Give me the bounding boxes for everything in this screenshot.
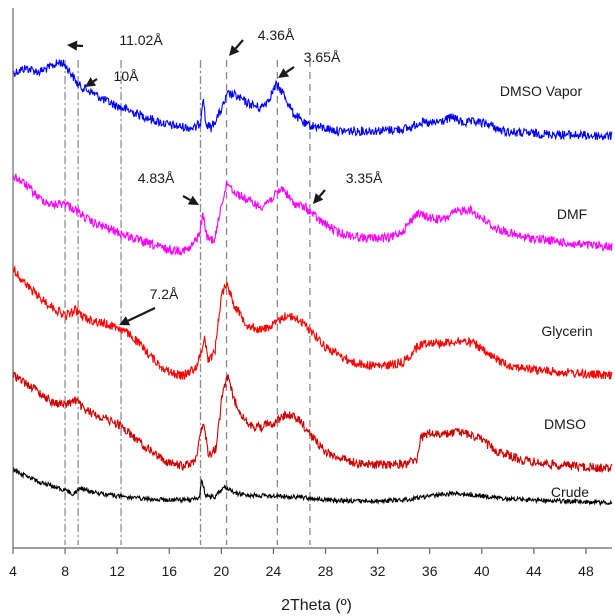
annotation-arrow-head (313, 193, 324, 204)
series-group (12, 58, 613, 507)
annotations-group: 11.02Å 10Å 7.2Å 4.83Å 4.36Å 3.65Å 3.35Å (67, 27, 383, 326)
annotation-arrow-shaft (92, 78, 98, 83)
annotation-label: 4.83Å (138, 170, 175, 186)
x-tick-label: 44 (526, 563, 542, 579)
annotation-arrow-head (278, 68, 290, 78)
x-tick-label: 12 (109, 563, 125, 579)
reference-lines (64, 60, 311, 545)
annotation-arrow-head (229, 45, 240, 56)
series-label: Glycerin (541, 323, 592, 339)
x-tick-label: 8 (61, 563, 69, 579)
annotation-arrow-shaft (127, 307, 156, 322)
x-tick-label: 4 (9, 563, 17, 579)
annotation-arrow-shaft (234, 39, 244, 50)
series-label: DMF (557, 206, 587, 222)
series-line-glycerin (12, 265, 613, 380)
annotation-label: 3.35Å (346, 170, 383, 186)
annotation-label: 3.65Å (304, 49, 341, 65)
annotation-arrow-head (67, 40, 78, 51)
x-tick-label: 40 (474, 563, 490, 579)
series-label: DMSO Vapor (500, 83, 583, 99)
series-line-crude (12, 466, 613, 507)
x-tick-label: 28 (318, 563, 334, 579)
annotation-arrow-shaft (285, 66, 295, 74)
series-label: DMSO (544, 416, 586, 432)
series-line-dmf (12, 173, 613, 257)
x-axis-title: 2Theta (º) (281, 597, 352, 614)
series-label: Crude (551, 484, 589, 500)
x-tick-label: 36 (422, 563, 438, 579)
annotation-arrow-head (85, 77, 97, 87)
annotation-label: 11.02Å (119, 32, 163, 48)
x-tick-label: 20 (214, 563, 230, 579)
annotation-arrow-shaft (182, 195, 191, 202)
annotation-arrow-head (119, 316, 131, 326)
x-tick-label: 24 (266, 563, 282, 579)
series-line-dmso-vapor (12, 58, 613, 142)
annotation-label: 10Å (114, 68, 140, 84)
series-line-dmso (12, 370, 613, 473)
annotation-arrow-head (187, 195, 199, 205)
x-axis-ticks: 4 8 12 16 20 24 28 32 36 40 44 48 (9, 548, 594, 579)
series-labels-group: DMSO Vapor DMF Glycerin DMSO Crude (500, 83, 593, 500)
annotation-label: 4.36Å (258, 27, 295, 43)
annotation-arrow-shaft (318, 189, 326, 198)
x-tick-label: 48 (578, 563, 594, 579)
x-tick-label: 32 (370, 563, 386, 579)
x-tick-label: 16 (161, 563, 177, 579)
annotation-label: 7.2Å (150, 286, 179, 302)
